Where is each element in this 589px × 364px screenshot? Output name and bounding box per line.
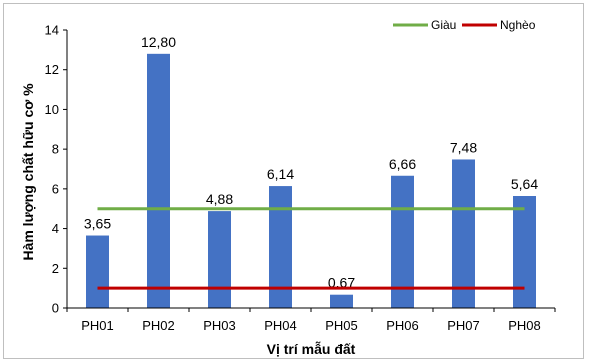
x-tick-label: PH05 xyxy=(325,318,358,333)
data-label-ph06: 6,66 xyxy=(389,156,416,172)
y-tick-label: 2 xyxy=(52,261,59,276)
data-label-ph04: 6,14 xyxy=(267,166,294,182)
data-label-ph07: 7,48 xyxy=(450,139,477,155)
x-tick-label: PH03 xyxy=(203,318,236,333)
bar-ph01 xyxy=(86,235,109,308)
y-tick-label: 8 xyxy=(52,142,59,157)
x-axis-title: Vị trí mẫu đất xyxy=(267,341,356,357)
x-tick-label: PH07 xyxy=(447,318,480,333)
y-tick-label: 6 xyxy=(52,181,59,196)
bar-ph04 xyxy=(269,186,292,308)
data-label-ph03: 4,88 xyxy=(206,191,233,207)
y-axis-title: Hàm lượng chất hữu cơ % xyxy=(20,83,36,261)
data-label-ph08: 5,64 xyxy=(511,176,538,192)
bar-ph02 xyxy=(147,53,170,309)
x-tick-label: PH01 xyxy=(81,318,114,333)
data-label-ph01: 3,65 xyxy=(84,216,111,232)
legend-label-giau: Giàu xyxy=(431,18,456,32)
legend: Giàu Nghèo xyxy=(390,14,560,34)
x-tick-label: PH04 xyxy=(264,318,297,333)
legend-label-ngheo: Nghèo xyxy=(500,18,536,32)
bar-ph08 xyxy=(513,196,536,308)
data-label-ph02: 12,80 xyxy=(141,34,176,50)
plot-area: 0 2 4 6 8 10 12 14 3,65 PH01 12,80 PH02 4,88 PH03 6,14… xyxy=(45,23,556,333)
x-tick-label: PH08 xyxy=(508,318,541,333)
y-tick-label: 10 xyxy=(45,102,59,117)
y-tick-label: 14 xyxy=(45,23,59,38)
bar-ph05 xyxy=(330,294,353,308)
y-tick-label: 0 xyxy=(52,301,59,316)
x-tick-label: PH06 xyxy=(386,318,419,333)
y-tick-label: 4 xyxy=(52,221,59,236)
y-tick-label: 12 xyxy=(45,62,59,77)
x-tick-label: PH02 xyxy=(142,318,175,333)
bar-ph03 xyxy=(208,211,231,308)
bar-ph07 xyxy=(452,159,475,308)
